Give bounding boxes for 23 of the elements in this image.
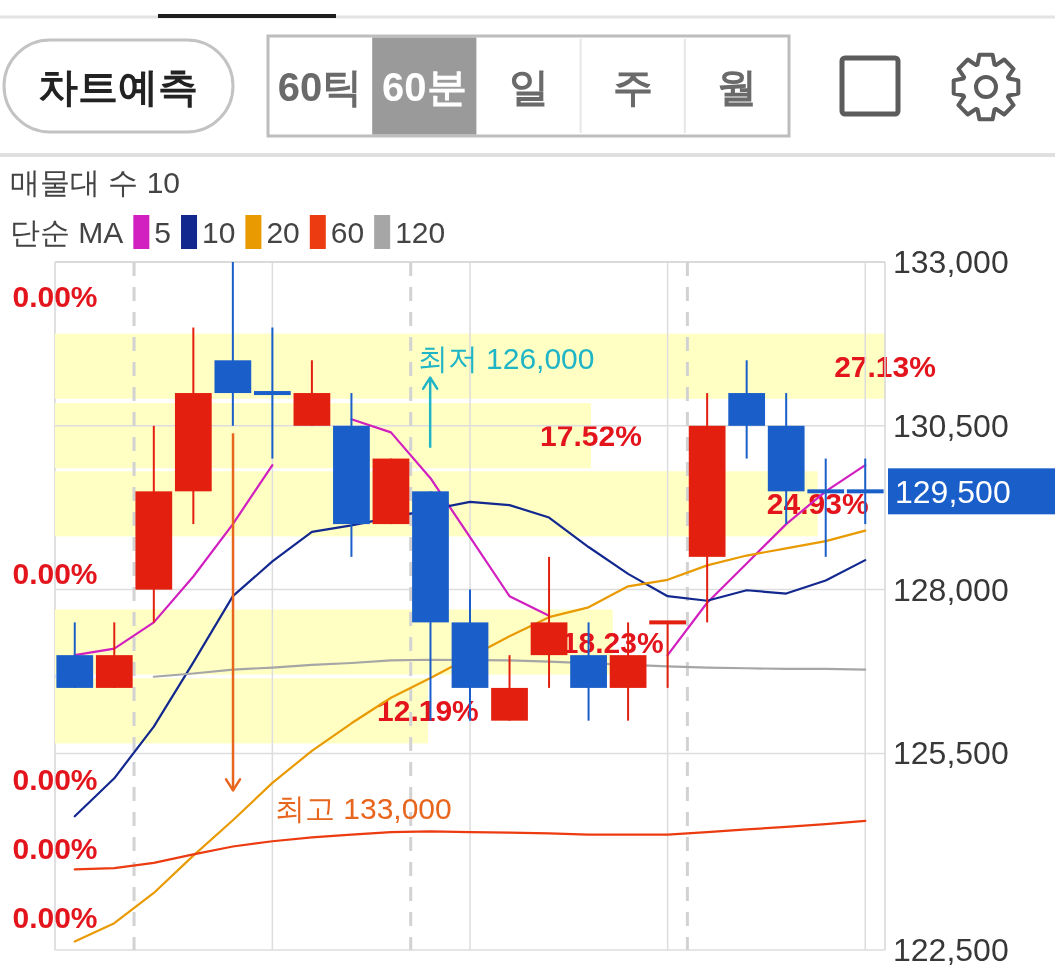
annotation: 최저 126,000 [417,341,595,375]
y-tick-label: 128,000 [893,571,1009,608]
legend-label: 5 [154,215,172,249]
data-label: 17.52% [540,419,642,453]
text: 129,500 [895,474,1011,511]
y-tick-label: 133,000 [893,244,1009,280]
legend-label: 20 [266,215,300,249]
legend-label: 60 [330,215,365,249]
data-label: 27.13% [834,349,936,383]
legend-label: 10 [202,215,236,249]
chart-title: 매물대 수 10 [10,165,181,199]
data-label: 0.00% [12,901,98,935]
legend-label: 120 [395,215,446,249]
data-label: 0.00% [12,763,98,797]
data-label: 0.00% [12,556,98,590]
data-label: 0.00% [12,280,98,314]
annotation: 최고 133,000 [274,791,452,825]
y-tick-label: 122,500 [893,932,1009,968]
y-tick-label: 125,500 [893,735,1009,772]
button: 차트예측 [2,38,235,134]
y-tick-label: 130,500 [893,407,1009,444]
data-label: 0.00% [12,831,98,865]
legend-title: 단순 MA [10,215,124,249]
